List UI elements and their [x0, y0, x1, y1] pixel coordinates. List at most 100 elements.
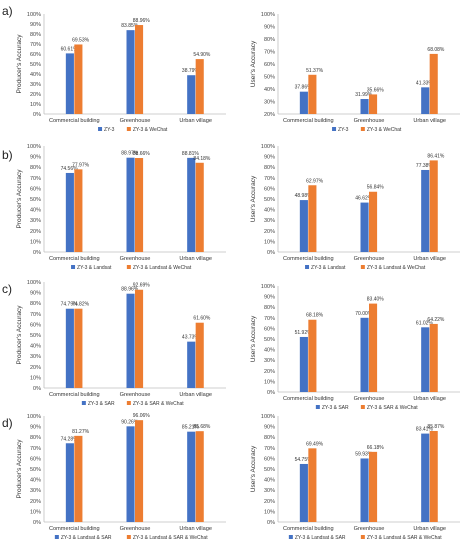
category-label: Commercial building [283, 526, 334, 532]
legend-entry: ZY-3 & Landsat & SAR & WeChat [367, 535, 442, 541]
bar [299, 91, 308, 114]
y-tick-label: 0% [267, 390, 275, 396]
category-label: Commercial building [49, 118, 100, 124]
bar [429, 323, 438, 392]
data-label: 81.27% [72, 429, 90, 435]
legend-swatch [126, 535, 131, 539]
y-tick-label: 90% [264, 425, 275, 431]
y-tick-label: 60% [30, 456, 41, 462]
data-label: 59.93% [355, 451, 373, 457]
y-axis-title: Producer's Accuracy [16, 439, 23, 499]
y-tick-label: 60% [264, 62, 275, 68]
y-tick-label: 70% [30, 312, 41, 318]
legend-swatch [71, 265, 76, 269]
data-label: 96.06% [133, 413, 151, 419]
bar [65, 308, 74, 388]
y-tick-label: 90% [30, 155, 41, 161]
legend-swatch [360, 127, 365, 131]
y-tick-label: 60% [264, 186, 275, 192]
data-label: 83.41% [416, 427, 434, 433]
bar [187, 157, 196, 252]
y-axis-title: User's Accuracy [250, 315, 257, 362]
bar [65, 443, 74, 522]
category-label: Commercial building [49, 392, 100, 398]
chart-d-users-accuracy: 0% 10% 20% 30% 40% 50% 60% 70% 80% 90% 100% User's … [250, 414, 460, 541]
y-tick-label: 20% [264, 369, 275, 375]
bar [429, 430, 438, 522]
bar [360, 458, 369, 522]
data-label: 54.75% [295, 457, 313, 463]
legend-swatch [360, 265, 365, 269]
data-label: 38.79% [182, 68, 200, 74]
y-tick-label: 10% [264, 239, 275, 245]
bar [135, 420, 144, 522]
y-axis-title: User's Accuracy [250, 445, 257, 492]
bar [135, 158, 144, 252]
chart-b-producers-accuracy: 0% 10% 20% 30% 40% 50% 60% 70% 80% 90% 100% Produce… [16, 144, 226, 271]
bar [74, 44, 83, 114]
bar [195, 162, 204, 252]
y-tick-label: 50% [30, 333, 41, 339]
data-label: 51.37% [306, 68, 324, 74]
data-label: 51.92% [295, 330, 313, 336]
category-label: Commercial building [283, 396, 334, 402]
y-tick-label: 80% [264, 165, 275, 171]
y-tick-label: 40% [264, 478, 275, 484]
legend-swatch [360, 405, 365, 409]
y-tick-label: 40% [30, 72, 41, 78]
bar [299, 200, 308, 252]
y-tick-label: 50% [30, 197, 41, 203]
y-tick-label: 50% [30, 467, 41, 473]
category-label: Commercial building [283, 256, 334, 262]
y-tick-label: 0% [267, 250, 275, 256]
legend-swatch [315, 405, 320, 409]
legend-entry: ZY-3 & WeChat [133, 127, 168, 133]
legend-entry: ZY-3 & Landsat [77, 265, 112, 271]
chart-b-users-accuracy: 0% 10% 20% 30% 40% 50% 60% 70% 80% 90% 100% User's … [250, 144, 460, 271]
legend-swatch [332, 127, 337, 131]
data-label: 90.26% [121, 419, 139, 425]
y-tick-label: 60% [30, 186, 41, 192]
y-tick-label: 90% [30, 22, 41, 28]
y-tick-label: 100% [261, 284, 275, 290]
category-label: Greenhouse [120, 392, 151, 398]
legend-entry: ZY-3 & Landsat & SAR [61, 535, 112, 541]
legend-swatch [126, 127, 131, 131]
y-tick-label: 0% [33, 386, 41, 392]
y-tick-label: 100% [27, 414, 41, 420]
y-tick-label: 20% [30, 365, 41, 371]
y-tick-label: 30% [30, 354, 41, 360]
chart-c-users-accuracy: 0% 10% 20% 30% 40% 50% 60% 70% 80% 90% 100% User's … [250, 284, 460, 411]
data-label: 61.02% [416, 320, 434, 326]
y-tick-label: 20% [264, 112, 275, 118]
bar [195, 431, 204, 522]
legend-entry: ZY-3 & WeChat [367, 127, 402, 133]
legend-entry: ZY-3 & Landsat & WeChat [133, 265, 192, 271]
y-axis-title: Producer's Accuracy [16, 34, 23, 94]
y-tick-label: 50% [30, 62, 41, 68]
bar [187, 341, 196, 388]
bar [74, 169, 83, 252]
y-tick-label: 0% [33, 112, 41, 118]
legend-entry: ZY-3 & Landsat [311, 265, 346, 271]
bar [187, 431, 196, 522]
bar [126, 30, 135, 114]
data-label: 88.66% [133, 151, 151, 157]
y-tick-label: 70% [30, 176, 41, 182]
data-label: 31.99% [355, 92, 373, 98]
y-tick-label: 90% [264, 295, 275, 301]
bar [299, 463, 308, 522]
data-label: 74.28% [61, 436, 79, 442]
legend-entry: ZY-3 [338, 127, 349, 133]
category-label: Urban village [179, 118, 212, 124]
data-label: 41.33% [416, 80, 434, 86]
data-label: 86.41% [427, 153, 445, 159]
y-tick-label: 90% [264, 25, 275, 31]
bar [308, 448, 317, 522]
bar [65, 172, 74, 252]
y-tick-label: 80% [264, 435, 275, 441]
y-tick-label: 100% [261, 12, 275, 18]
y-tick-label: 30% [264, 100, 275, 106]
data-label: 85.68% [193, 424, 211, 430]
y-tick-label: 20% [30, 92, 41, 98]
